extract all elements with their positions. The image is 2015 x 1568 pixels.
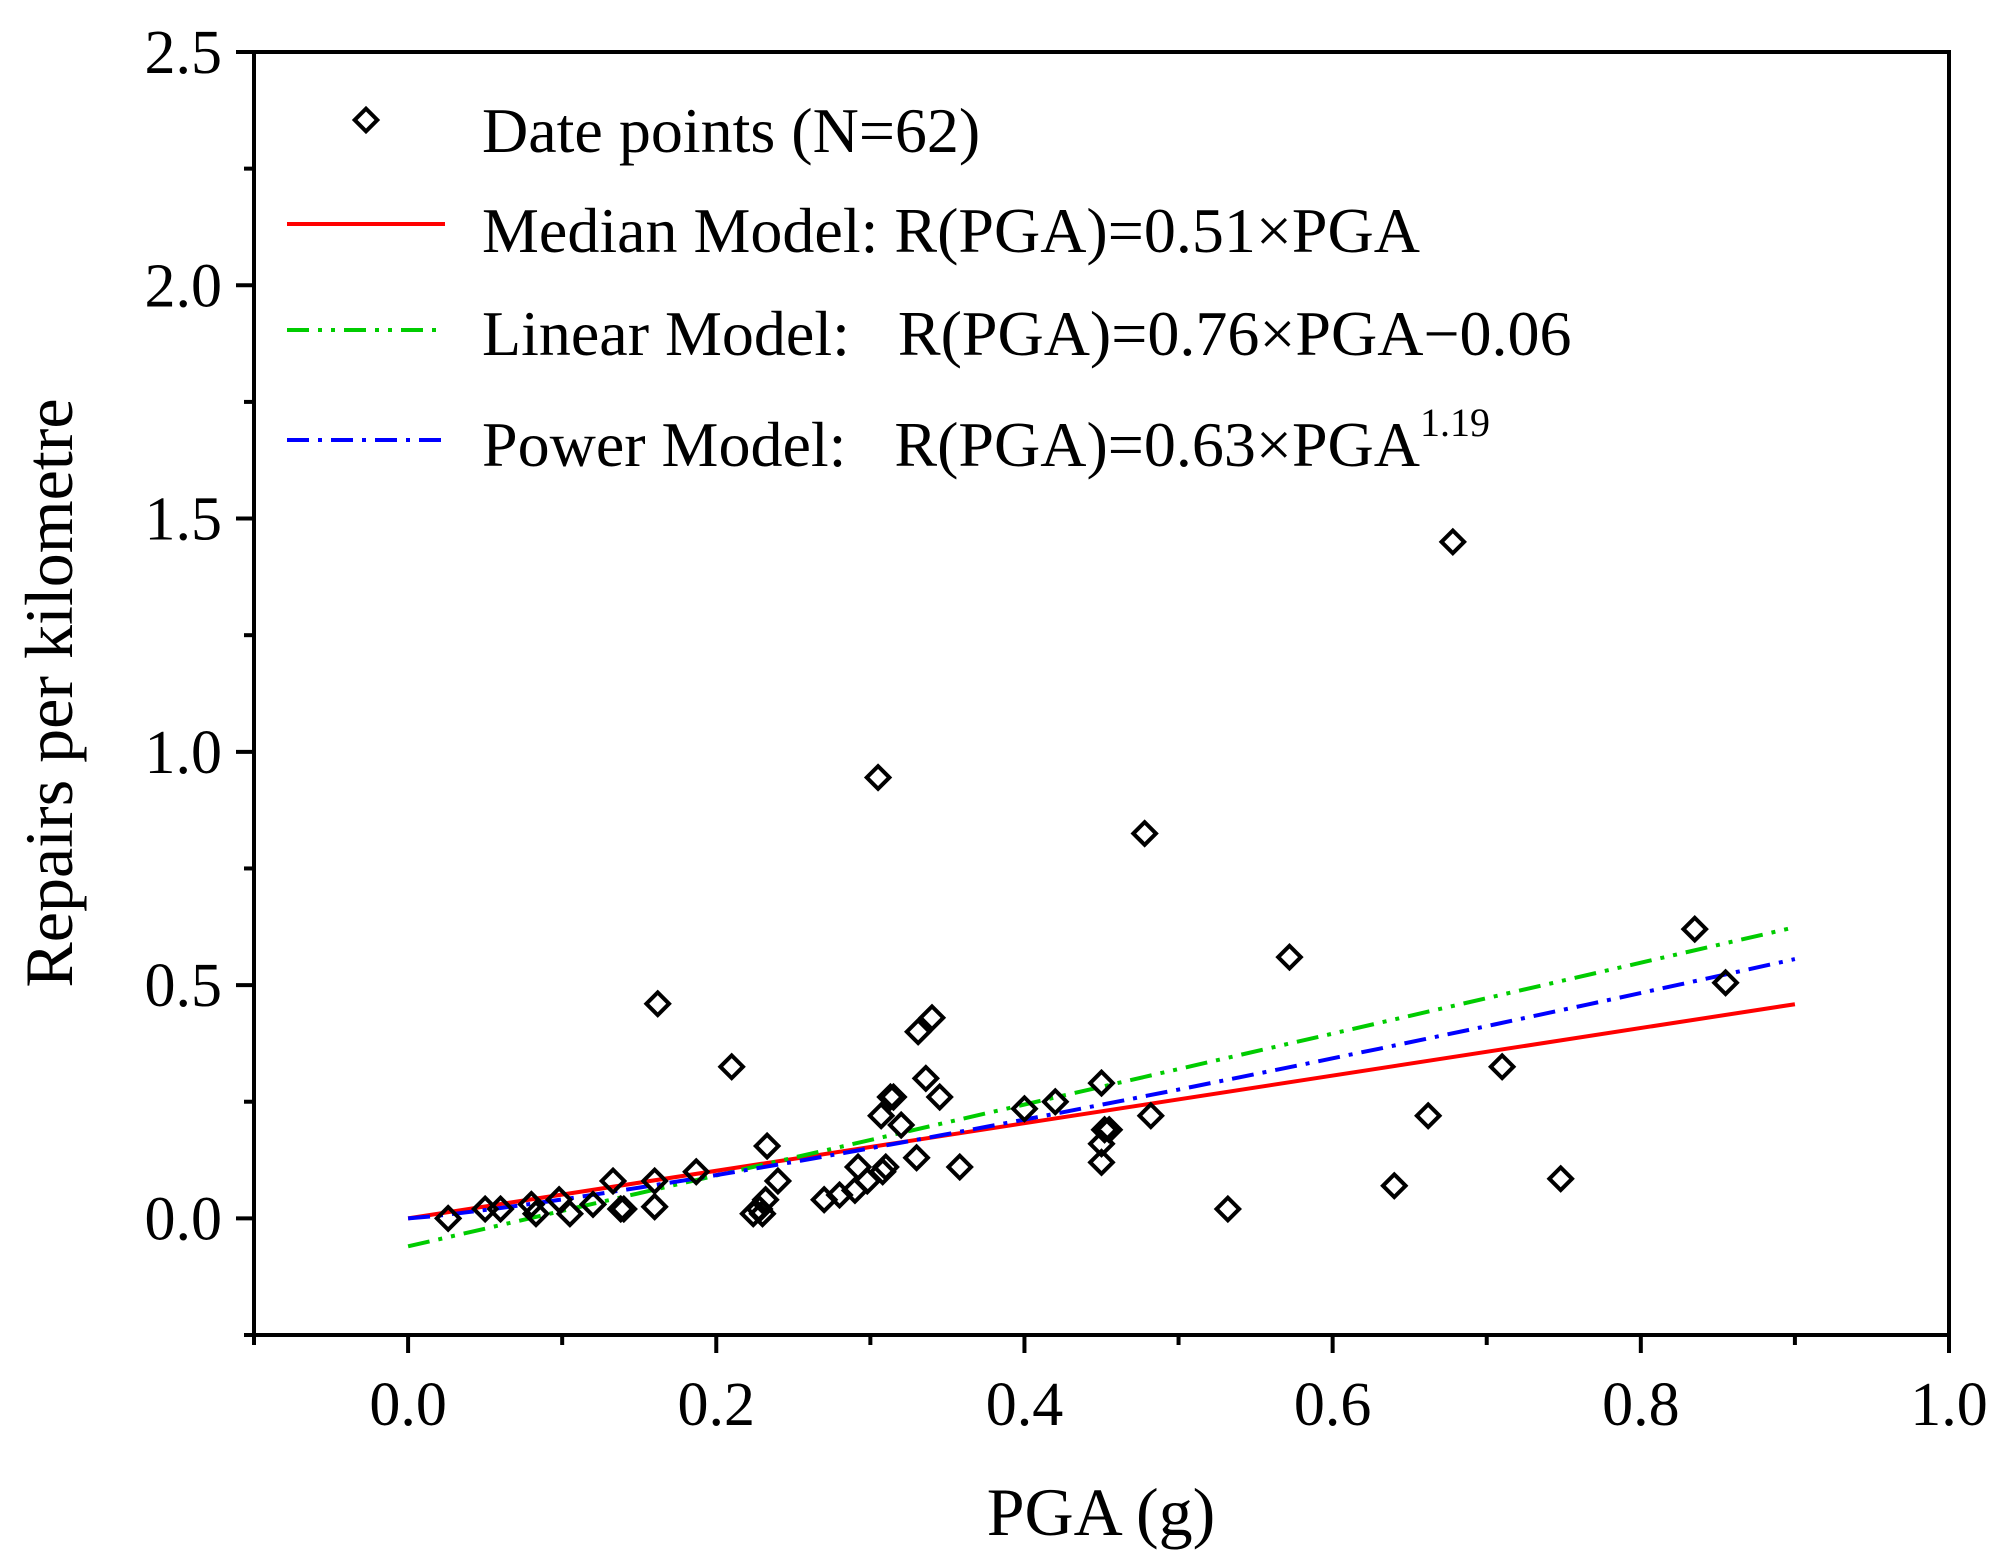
x-tick-label: 0.8 [1602,1371,1680,1439]
data-point [470,1194,500,1224]
data-point [1095,1115,1124,1144]
legend-marker-points [351,105,381,135]
data-point [911,1064,940,1093]
data-point [609,1194,638,1224]
y-tick-label: 1.0 [145,719,223,787]
data-point [1487,1052,1517,1081]
data-point [879,1082,908,1112]
data-point [887,1110,916,1140]
x-tick-label: 0.0 [369,1371,447,1439]
data-point [1438,527,1467,557]
data-point [640,1192,669,1221]
data-point [1414,1101,1443,1130]
axis-ticks [236,50,1951,1353]
data-point [1087,1068,1116,1098]
data-point [1090,1115,1119,1144]
data-point [1130,819,1159,848]
plot-frame [252,50,1951,1337]
y-tick-label: 0.0 [145,1185,223,1253]
data-point [917,1003,947,1032]
legend: Date points (N=62) Median Model: R(PGA)=… [287,95,1572,480]
y-axis-title: Repairs per kilometre [11,398,87,987]
legend-label-power: Power Model: R(PGA)=0.63×PGA1.19 [482,400,1490,480]
data-point [682,1157,711,1186]
data-point [843,1152,873,1182]
data-point [763,1166,793,1196]
legend-label-median: Median Model: R(PGA)=0.51×PGA [482,195,1420,266]
data-point [867,1101,896,1130]
data-point [1136,1101,1165,1130]
legend-label-points: Date points (N=62) [482,95,980,166]
linear-model-line [407,925,1796,1249]
power-model-line [407,957,1796,1221]
data-point [555,1199,585,1228]
x-axis-title: PGA (g) [987,1474,1216,1550]
x-tick-label: 0.2 [678,1371,756,1439]
y-tick-label: 1.5 [145,486,223,554]
data-point [578,1190,608,1219]
median-model-line [407,1002,1796,1221]
data-points [434,527,1740,1233]
x-tick-label: 1.0 [1910,1371,1988,1439]
data-point [1711,968,1740,997]
data-point [521,1199,551,1228]
data-point [871,1152,900,1182]
data-point [434,1204,463,1233]
data-point [876,1082,905,1112]
tick-labels: 0.0 0.2 0.4 0.6 0.8 1.0 0.0 0.5 1.0 1.5 2.0 2.5 [145,19,1988,1439]
legend-power-exponent: 1.19 [1420,400,1490,445]
data-point [925,1082,954,1112]
data-point [717,1052,746,1081]
x-tick-label: 0.4 [986,1371,1064,1439]
data-point [752,1131,782,1161]
legend-label-linear: Linear Model: R(PGA)=0.76×PGA−0.06 [482,298,1572,369]
data-point [903,1017,933,1046]
data-point [640,1166,669,1196]
data-point [1546,1164,1575,1193]
data-point [1213,1194,1242,1224]
data-point [1087,1148,1116,1177]
data-point [863,763,893,792]
y-tick-label: 0.5 [145,952,223,1020]
data-point [1010,1094,1039,1123]
x-tick-label: 0.6 [1294,1371,1372,1439]
data-point [1380,1171,1409,1200]
y-tick-label: 2.5 [145,19,223,87]
y-tick-label: 2.0 [145,252,223,320]
data-point [902,1143,931,1172]
data-point [643,989,672,1018]
legend-power-base: Power Model: R(PGA)=0.63×PGA [482,409,1420,480]
data-point [945,1152,974,1182]
data-point [598,1166,628,1196]
data-point [1275,942,1304,972]
data-point [606,1194,635,1224]
data-point [1041,1087,1070,1116]
data-point [751,1185,780,1214]
data-point [486,1194,515,1224]
data-point [1680,914,1709,944]
